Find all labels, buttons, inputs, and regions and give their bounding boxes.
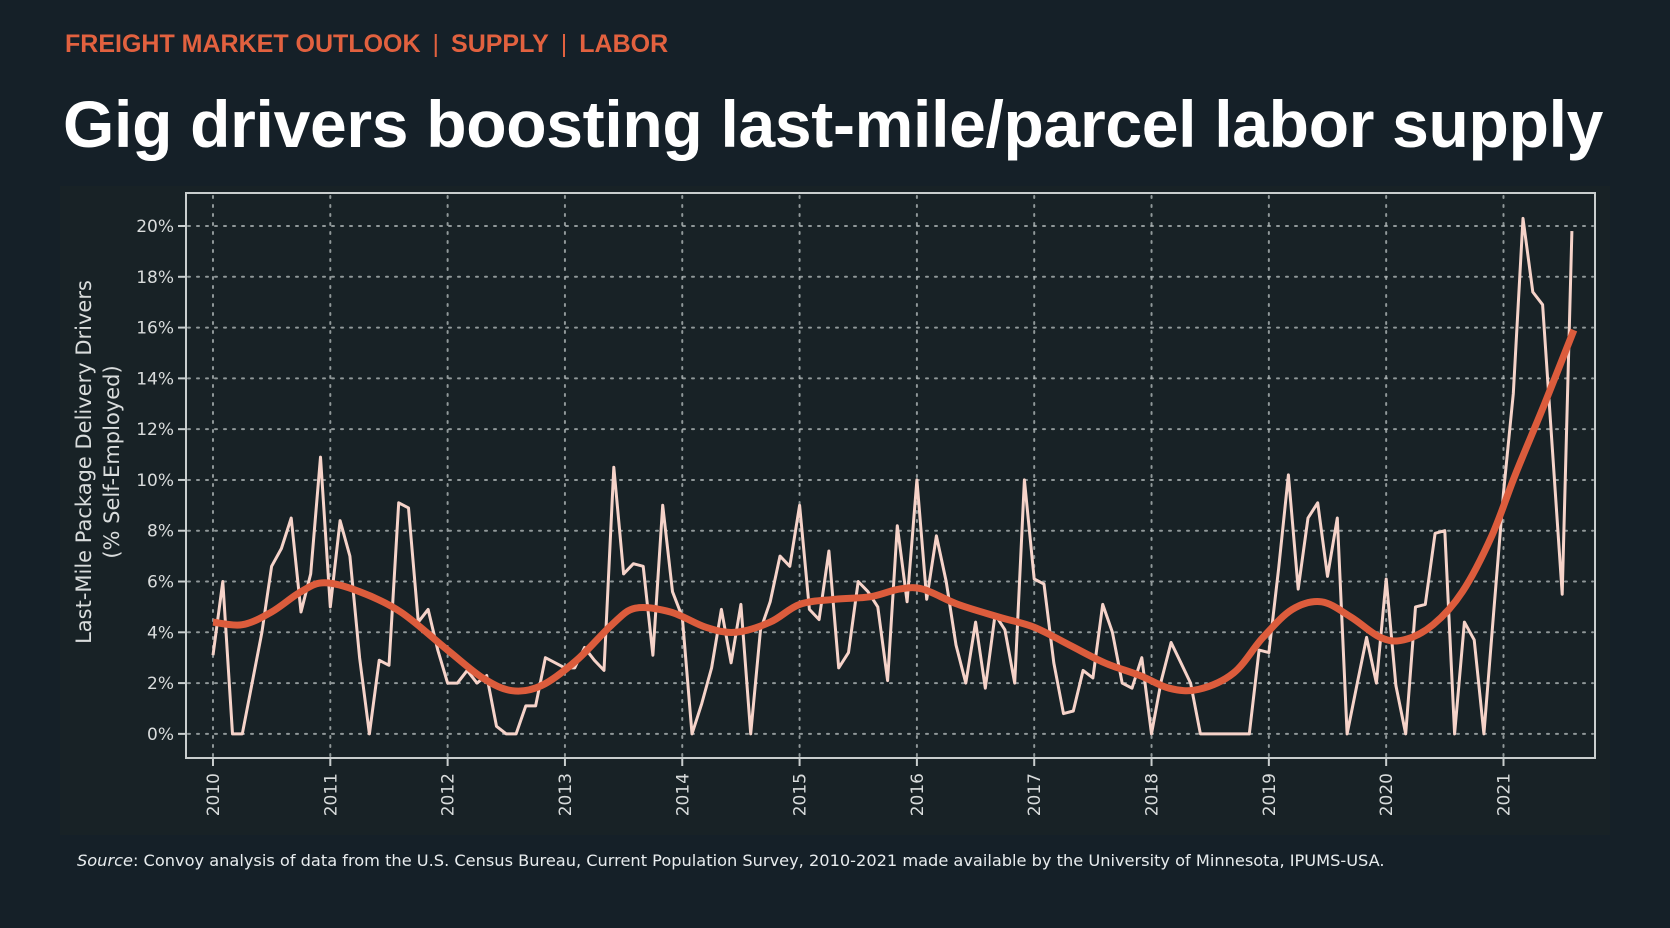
x-tick-label: 2013 — [556, 773, 576, 816]
breadcrumb-kicker: FREIGHT MARKET OUTLOOK | SUPPLY | LABOR — [65, 30, 668, 59]
gridlines — [187, 195, 1594, 757]
plot-frame — [185, 192, 1596, 759]
source-label: Source — [77, 851, 133, 870]
y-tick-label: 2% — [147, 674, 174, 694]
source-text: : Convoy analysis of data from the U.S. … — [132, 851, 1385, 870]
page-title: Gig drivers boosting last-mile/parcel la… — [63, 87, 1604, 161]
x-tick-label: 2010 — [204, 773, 224, 816]
source-note: Source: Convoy analysis of data from the… — [77, 851, 1385, 870]
x-tick-label: 2021 — [1494, 773, 1514, 816]
y-tick-label: 10% — [136, 471, 174, 491]
kicker-separator: | — [432, 30, 440, 58]
kicker-freight-market-outlook: FREIGHT MARKET OUTLOOK — [65, 30, 421, 58]
chart-panel — [60, 186, 1610, 835]
y-tick-label: 16% — [136, 319, 174, 339]
y-tick-label: 4% — [147, 623, 174, 643]
x-axis: 2010 2011 2012 2013 2014 2015 2016 2017 2018 2019… — [204, 758, 1514, 816]
x-tick-label: 2018 — [1143, 773, 1163, 816]
y-tick-label: 14% — [136, 369, 174, 389]
y-tick-label: 8% — [147, 522, 174, 542]
x-tick-label: 2017 — [1025, 773, 1045, 816]
y-tick-label: 12% — [136, 420, 174, 440]
x-tick-label: 2020 — [1377, 773, 1397, 816]
y-axis-title-line-2: (% Self-Employed) — [100, 365, 124, 558]
x-tick-label: 2015 — [791, 773, 811, 816]
monthly-series-line — [211, 216, 1574, 736]
y-tick-label: 0% — [147, 725, 174, 745]
x-tick-label: 2016 — [908, 773, 928, 816]
y-axis-title-line-1: Last-Mile Package Delivery Drivers — [72, 280, 96, 644]
kicker-supply: SUPPLY — [451, 30, 549, 58]
x-tick-label: 2019 — [1260, 773, 1280, 816]
trend-line — [212, 328, 1578, 695]
x-tick-label: 2011 — [321, 773, 341, 816]
x-tick-label: 2014 — [673, 773, 693, 816]
y-tick-label: 18% — [136, 268, 174, 288]
kicker-separator: | — [560, 30, 568, 58]
kicker-labor: LABOR — [579, 30, 669, 58]
y-axis: 0% 2% 4% 6% 8% 10% 12% 14% 16% 18% 20% — [136, 217, 186, 745]
series-layer — [211, 216, 1578, 736]
x-tick-label: 2012 — [439, 773, 459, 816]
y-axis-title: Last-Mile Package Delivery Drivers (% Sel… — [72, 280, 124, 644]
y-tick-label: 6% — [147, 573, 174, 593]
y-tick-label: 20% — [136, 217, 174, 237]
